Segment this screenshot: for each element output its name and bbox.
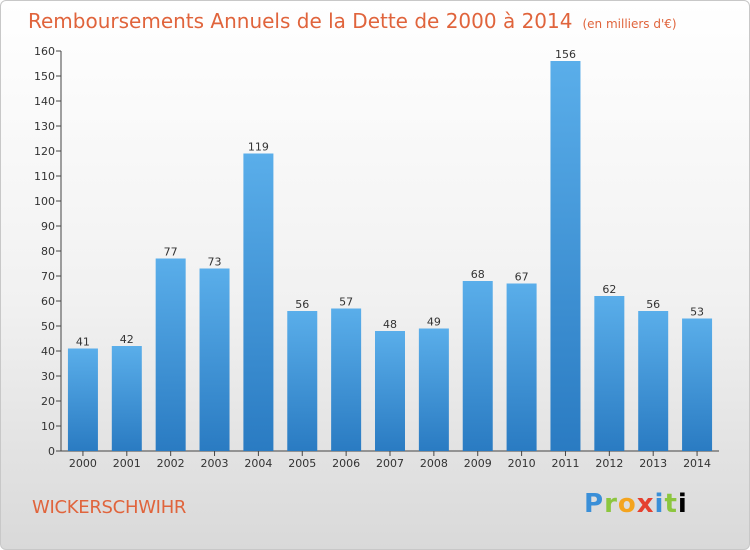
bar (682, 318, 713, 451)
bar (155, 258, 186, 451)
y-tick-label: 70 (41, 270, 55, 283)
y-tick-label: 120 (34, 145, 55, 158)
x-tick-label: 2006 (332, 457, 360, 470)
y-tick-label: 10 (41, 420, 55, 433)
y-tick-label: 60 (41, 295, 55, 308)
x-tick-label: 2005 (288, 457, 316, 470)
y-tick-label: 100 (34, 195, 55, 208)
data-label: 56 (295, 298, 309, 311)
logo-letter: r (604, 489, 618, 519)
x-tick-label: 2010 (508, 457, 536, 470)
y-tick-label: 40 (41, 345, 55, 358)
data-label: 67 (515, 271, 529, 284)
y-tick-label: 80 (41, 245, 55, 258)
y-tick-label: 90 (41, 220, 55, 233)
y-tick-label: 0 (48, 445, 55, 458)
logo-letter: x (636, 489, 655, 519)
bar (594, 296, 625, 451)
data-label: 41 (76, 336, 90, 349)
y-tick-label: 110 (34, 170, 55, 183)
x-tick-label: 2000 (69, 457, 97, 470)
logo-letter: o (617, 489, 637, 519)
x-tick-label: 2003 (201, 457, 229, 470)
proxiti-logo: Proxiti (584, 489, 688, 519)
y-axis: 0 10 20 30 40 50 60 70 80 90 100 110 120 130 140 150 160 (34, 45, 62, 458)
bar (331, 308, 362, 451)
logo-letter: i (677, 489, 688, 519)
logo-letter: P (584, 489, 605, 519)
y-tick-label: 130 (34, 120, 55, 133)
x-tick-label: 2013 (639, 457, 667, 470)
y-tick-label: 140 (34, 95, 55, 108)
x-tick-label: 2011 (551, 457, 579, 470)
x-tick-label: 2004 (244, 457, 272, 470)
data-label: 68 (471, 268, 485, 281)
bar (111, 346, 142, 451)
commune-name: WICKERSCHWIHR (32, 497, 187, 518)
bar (506, 283, 537, 451)
x-tick-label: 2009 (464, 457, 492, 470)
bar (243, 153, 274, 451)
data-label: 62 (602, 283, 616, 296)
bar (462, 281, 493, 451)
data-label: 49 (427, 316, 441, 329)
x-tick-label: 2001 (113, 457, 141, 470)
y-tick-label: 20 (41, 395, 55, 408)
y-tick-label: 160 (34, 45, 55, 58)
y-tick-label: 30 (41, 370, 55, 383)
x-tick-label: 2012 (595, 457, 623, 470)
data-label: 119 (248, 141, 269, 154)
x-tick-label: 2014 (683, 457, 711, 470)
data-label: 156 (555, 48, 576, 61)
title-text: Remboursements Annuels de la Dette de 20… (28, 9, 573, 33)
data-label: 53 (690, 306, 704, 319)
bar (375, 331, 405, 451)
bar (418, 328, 449, 451)
bar (638, 311, 669, 451)
bar (199, 268, 230, 451)
logo-letter: i (654, 489, 665, 519)
x-tick-label: 2002 (157, 457, 185, 470)
data-label: 77 (164, 246, 178, 259)
bar (287, 311, 318, 451)
x-tick-label: 2007 (376, 457, 404, 470)
y-tick-label: 150 (34, 70, 55, 83)
x-tick-label: 2008 (420, 457, 448, 470)
bars: 41 42 77 73 119 56 57 48 49 68 67 156 62 56 53 (67, 48, 713, 451)
data-label: 42 (120, 333, 134, 346)
data-label: 57 (339, 296, 353, 309)
bar (550, 61, 581, 451)
logo-letter: t (664, 489, 678, 519)
x-axis: 2000 2001 2002 2003 2004 2005 2006 2007 2008 2009… (61, 450, 719, 470)
y-tick-label: 50 (41, 320, 55, 333)
data-label: 73 (208, 256, 222, 269)
data-label: 56 (646, 298, 660, 311)
data-label: 48 (383, 318, 397, 331)
chart-title: Remboursements Annuels de la Dette de 20… (28, 9, 677, 33)
bar (67, 348, 98, 451)
chart-subtitle: (en milliers d'€) (582, 17, 677, 31)
